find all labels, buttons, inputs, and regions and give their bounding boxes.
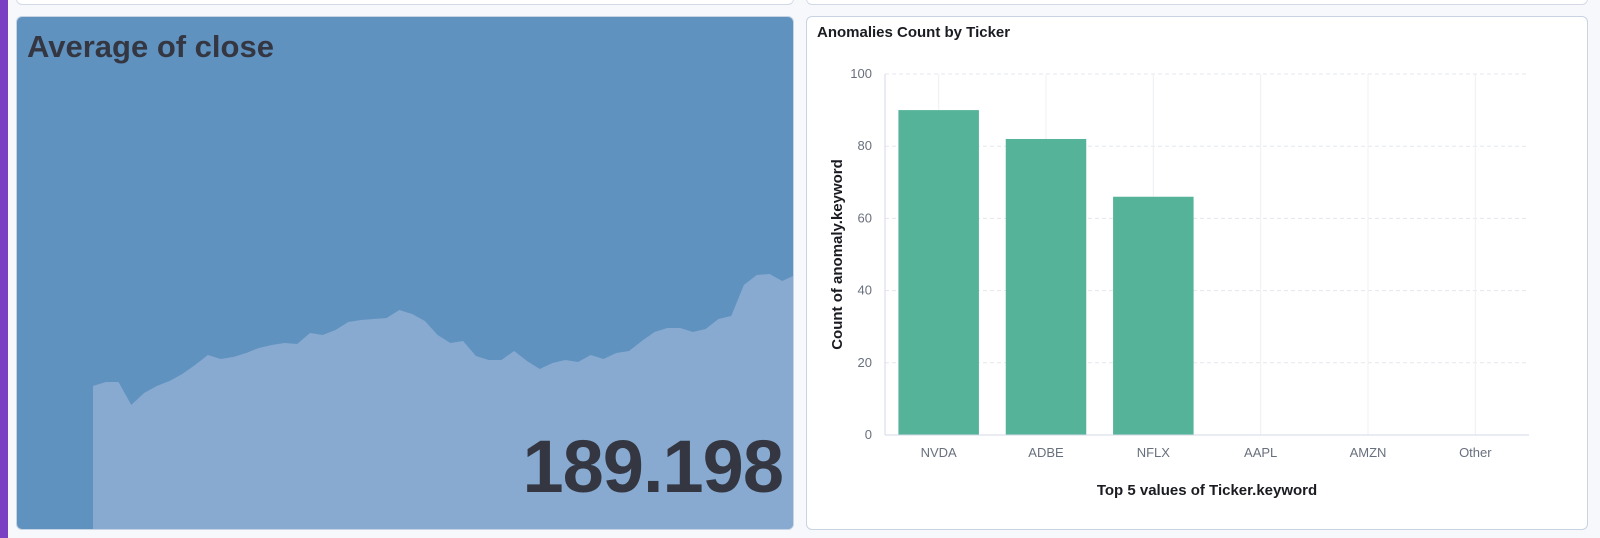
window-frame bbox=[0, 0, 8, 538]
x-tick-label: NVDA bbox=[921, 445, 957, 460]
x-tick-label: AMZN bbox=[1350, 445, 1387, 460]
x-tick-label: NFLX bbox=[1137, 445, 1171, 460]
x-tick-label: ADBE bbox=[1028, 445, 1064, 460]
metric-value: 189.198 bbox=[522, 425, 784, 508]
y-axis-title: Count of anomaly.keyword bbox=[829, 159, 846, 350]
y-tick-label: 40 bbox=[858, 283, 872, 298]
bar-nflx[interactable] bbox=[1113, 196, 1194, 435]
sparkline-chart bbox=[93, 274, 793, 529]
previous-panel-left bbox=[16, 0, 794, 5]
chart-title: Anomalies Count by Ticker bbox=[817, 24, 1011, 41]
previous-panel-right bbox=[806, 0, 1588, 5]
bar-chart: 0 20 40 60 80 100 NVDA ADBE NFLX AAPL AMZN Other Top… bbox=[829, 66, 1529, 499]
bar-chart-panel[interactable]: Anomalies Count by Ticker 0 20 40 60 80 100 NV… bbox=[806, 16, 1588, 530]
metric-title: Average of close bbox=[27, 29, 274, 64]
metric-panel[interactable]: Average of close 189.198 bbox=[16, 16, 794, 530]
x-tick-label: AAPL bbox=[1244, 445, 1277, 460]
x-axis-title: Top 5 values of Ticker.keyword bbox=[1097, 482, 1317, 499]
bar-adbe[interactable] bbox=[1005, 138, 1087, 435]
y-tick-label: 0 bbox=[865, 427, 872, 442]
sparkline-area bbox=[93, 274, 793, 529]
y-tick-label: 100 bbox=[850, 66, 872, 81]
y-tick-label: 60 bbox=[858, 210, 872, 225]
y-tick-label: 80 bbox=[858, 138, 872, 153]
y-tick-label: 20 bbox=[858, 355, 872, 370]
bar-nvda[interactable] bbox=[898, 110, 979, 435]
x-tick-label: Other bbox=[1459, 445, 1492, 460]
